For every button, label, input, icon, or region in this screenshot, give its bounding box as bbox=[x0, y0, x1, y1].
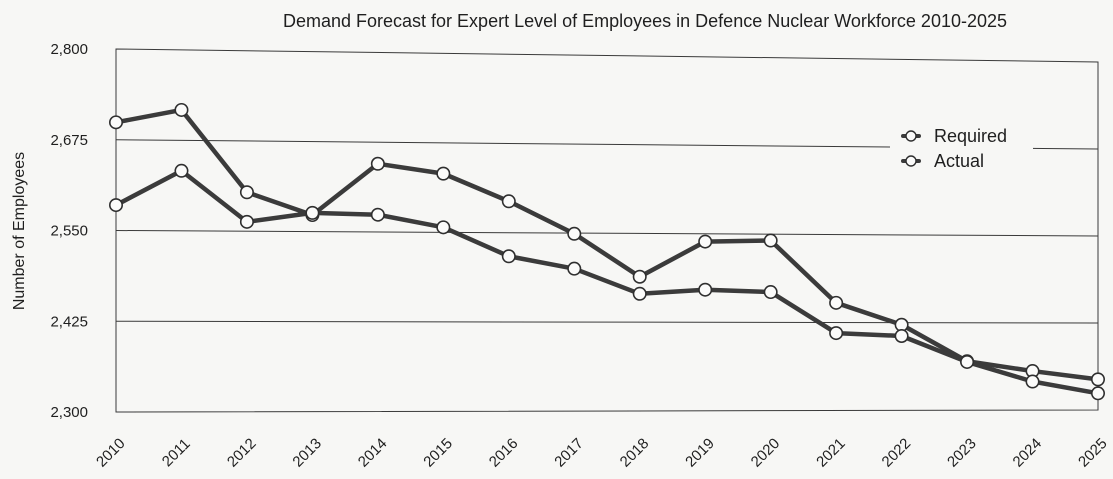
y-tick-label: 2,550 bbox=[50, 223, 88, 240]
legend-label-required: Required bbox=[934, 126, 1007, 146]
x-tick-label: 2016 bbox=[486, 435, 522, 471]
data-point-actual bbox=[698, 282, 713, 297]
x-tick-label: 2025 bbox=[1075, 435, 1111, 471]
series-line-actual bbox=[113, 168, 1101, 396]
legend-marker-required bbox=[905, 130, 917, 142]
legend-label-actual: Actual bbox=[934, 151, 984, 171]
plot-border bbox=[115, 48, 1099, 413]
legend-marker-actual bbox=[905, 155, 917, 167]
series-line-required bbox=[113, 107, 1101, 382]
y-gridline bbox=[115, 320, 1099, 324]
x-tick-label: 2019 bbox=[682, 435, 718, 471]
data-point-actual bbox=[1025, 374, 1040, 389]
data-point-required bbox=[1091, 372, 1106, 387]
data-point-required bbox=[436, 166, 451, 181]
x-tick-label: 2012 bbox=[224, 435, 260, 471]
x-tick-label: 2013 bbox=[289, 435, 325, 471]
data-point-actual bbox=[305, 205, 320, 220]
x-tick-label: 2024 bbox=[1010, 435, 1046, 471]
data-point-actual bbox=[960, 354, 975, 369]
x-tick-label: 2023 bbox=[944, 435, 980, 471]
data-point-required bbox=[501, 194, 516, 209]
data-point-actual bbox=[109, 198, 124, 213]
data-point-required bbox=[370, 156, 385, 171]
data-point-actual bbox=[501, 249, 516, 264]
y-tick-label: 2,425 bbox=[50, 313, 88, 330]
data-point-required bbox=[763, 233, 778, 248]
data-point-required bbox=[698, 234, 713, 249]
legend: Required Actual bbox=[890, 126, 1033, 176]
x-tick-label: 2017 bbox=[551, 435, 587, 471]
plot-area: 2,300 2,425 2,550 2,675 2,800 2010 2011 2012 201… bbox=[50, 41, 1110, 471]
y-tick-label: 2,675 bbox=[50, 132, 88, 149]
data-point-required bbox=[829, 295, 844, 310]
data-point-actual bbox=[829, 326, 844, 341]
x-tick-label: 2018 bbox=[617, 435, 653, 471]
data-point-actual bbox=[436, 220, 451, 235]
data-point-required bbox=[109, 115, 124, 130]
data-point-actual bbox=[174, 163, 189, 178]
data-point-required bbox=[239, 185, 254, 200]
y-tick-label: 2,800 bbox=[50, 41, 88, 58]
x-tick-label: 2010 bbox=[93, 435, 129, 471]
data-point-required bbox=[567, 226, 582, 241]
data-point-actual bbox=[894, 328, 909, 343]
y-axis-label: Number of Employees bbox=[11, 152, 28, 310]
x-tick-label: 2011 bbox=[159, 435, 194, 470]
y-tick-label: 2,300 bbox=[50, 404, 88, 421]
data-point-actual bbox=[1091, 386, 1106, 401]
data-point-actual bbox=[763, 285, 778, 300]
x-tick-label: 2022 bbox=[879, 435, 915, 471]
data-point-required bbox=[174, 102, 189, 117]
data-point-actual bbox=[567, 261, 582, 276]
chart-title: Demand Forecast for Expert Level of Empl… bbox=[283, 11, 1007, 31]
data-point-required bbox=[632, 269, 647, 284]
data-point-actual bbox=[370, 207, 385, 222]
data-point-actual bbox=[239, 214, 254, 229]
x-tick-label: 2021 bbox=[813, 435, 849, 471]
data-point-actual bbox=[632, 286, 647, 301]
x-tick-label: 2014 bbox=[355, 435, 391, 471]
x-tick-label: 2015 bbox=[420, 435, 456, 471]
y-gridline bbox=[115, 230, 1099, 237]
x-tick-label: 2020 bbox=[748, 435, 784, 471]
